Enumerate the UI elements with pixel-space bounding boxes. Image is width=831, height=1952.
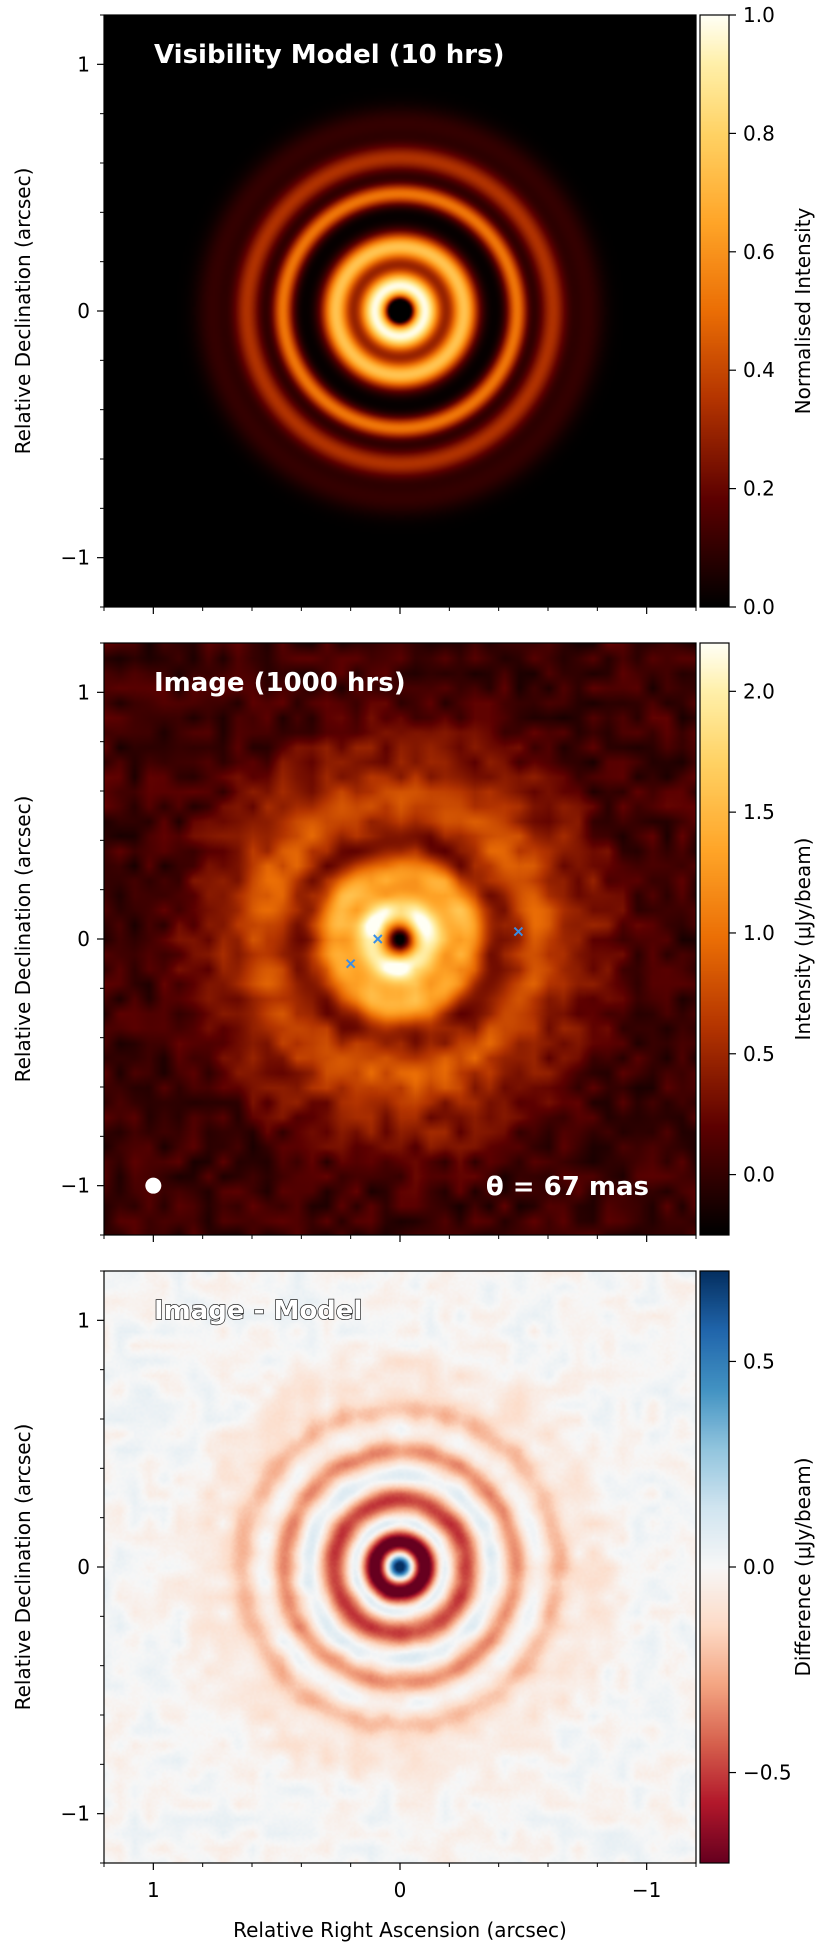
heatmap-image bbox=[104, 15, 696, 607]
y-tick-label: 0 bbox=[77, 1555, 90, 1579]
y-tick-label: −1 bbox=[61, 1802, 90, 1826]
colorbar-tick-label: 1.5 bbox=[743, 800, 775, 824]
x-axis-label: Relative Right Ascension (arcsec) bbox=[233, 1918, 567, 1942]
colorbar-tick-label: 0.5 bbox=[743, 1349, 775, 1373]
y-tick-label: −1 bbox=[61, 546, 90, 570]
y-tick-label: 1 bbox=[77, 680, 90, 704]
colorbar-label: Difference (μJy/beam) bbox=[791, 1457, 815, 1676]
resolution-annotation: θ = 67 mas bbox=[486, 1172, 649, 1202]
y-tick-label: −1 bbox=[61, 1174, 90, 1198]
panel-title: Visibility Model (10 hrs) bbox=[154, 40, 505, 70]
heatmap-image bbox=[104, 643, 696, 1235]
colorbar-tick-label: 0.0 bbox=[743, 1555, 775, 1579]
marker-cross bbox=[513, 926, 524, 937]
colorbar-tick-label: 0.2 bbox=[743, 477, 775, 501]
colorbar-tick-label: 0.8 bbox=[743, 121, 775, 145]
colorbar-tick-label: 0.5 bbox=[743, 1042, 775, 1066]
y-axis-label: Relative Declination (arcsec) bbox=[11, 1424, 35, 1711]
panel-3: 1 0 −1 1 0 −1 Relative Declination (arcsec) Ima… bbox=[11, 1270, 815, 1902]
y-tick-label: 1 bbox=[77, 1308, 90, 1332]
colorbar-tick-label: 1.0 bbox=[743, 3, 775, 27]
y-tick-label: 0 bbox=[77, 927, 90, 951]
colorbar-label: Intensity (μJy/beam) bbox=[791, 838, 815, 1041]
x-tick-label: 0 bbox=[394, 1878, 407, 1902]
colorbar-tick-label: 2.0 bbox=[743, 679, 775, 703]
colorbar-label: Normalised Intensity bbox=[791, 207, 815, 414]
y-tick-label: 0 bbox=[77, 299, 90, 323]
panel-title: Image (1000 hrs) bbox=[154, 668, 406, 698]
heatmap-image bbox=[104, 1271, 696, 1863]
y-axis-label: Relative Declination (arcsec) bbox=[11, 168, 35, 455]
y-axis-label: Relative Declination (arcsec) bbox=[11, 796, 35, 1083]
colorbar bbox=[700, 1271, 729, 1863]
beam-marker bbox=[145, 1177, 162, 1194]
colorbar-frame bbox=[699, 14, 730, 608]
panel-1: 1 0 −1 Relative Declination (arcsec) Visibil… bbox=[11, 3, 815, 619]
colorbar-tick-label: 0.4 bbox=[743, 358, 775, 382]
panel-2: 1 0 −1 Relative Declination (arcsec) Image (… bbox=[11, 642, 815, 1242]
colorbar-tick-label: 0.0 bbox=[743, 1163, 775, 1187]
marker-cross bbox=[345, 958, 356, 969]
colorbar-tick-label: −0.5 bbox=[743, 1761, 792, 1785]
y-tick-label: 1 bbox=[77, 52, 90, 76]
x-tick-label: −1 bbox=[632, 1878, 661, 1902]
marker-cross bbox=[373, 934, 383, 944]
colorbar-tick-label: 1.0 bbox=[743, 921, 775, 945]
colorbar-tick-label: 0.6 bbox=[743, 240, 775, 264]
panel-title: Image - Model bbox=[154, 1296, 362, 1326]
colorbar-frame bbox=[699, 642, 730, 1236]
colorbar bbox=[700, 15, 729, 607]
colorbar bbox=[700, 643, 729, 1235]
x-tick-label: 1 bbox=[147, 1878, 160, 1902]
colorbar-tick-label: 0.0 bbox=[743, 595, 775, 619]
